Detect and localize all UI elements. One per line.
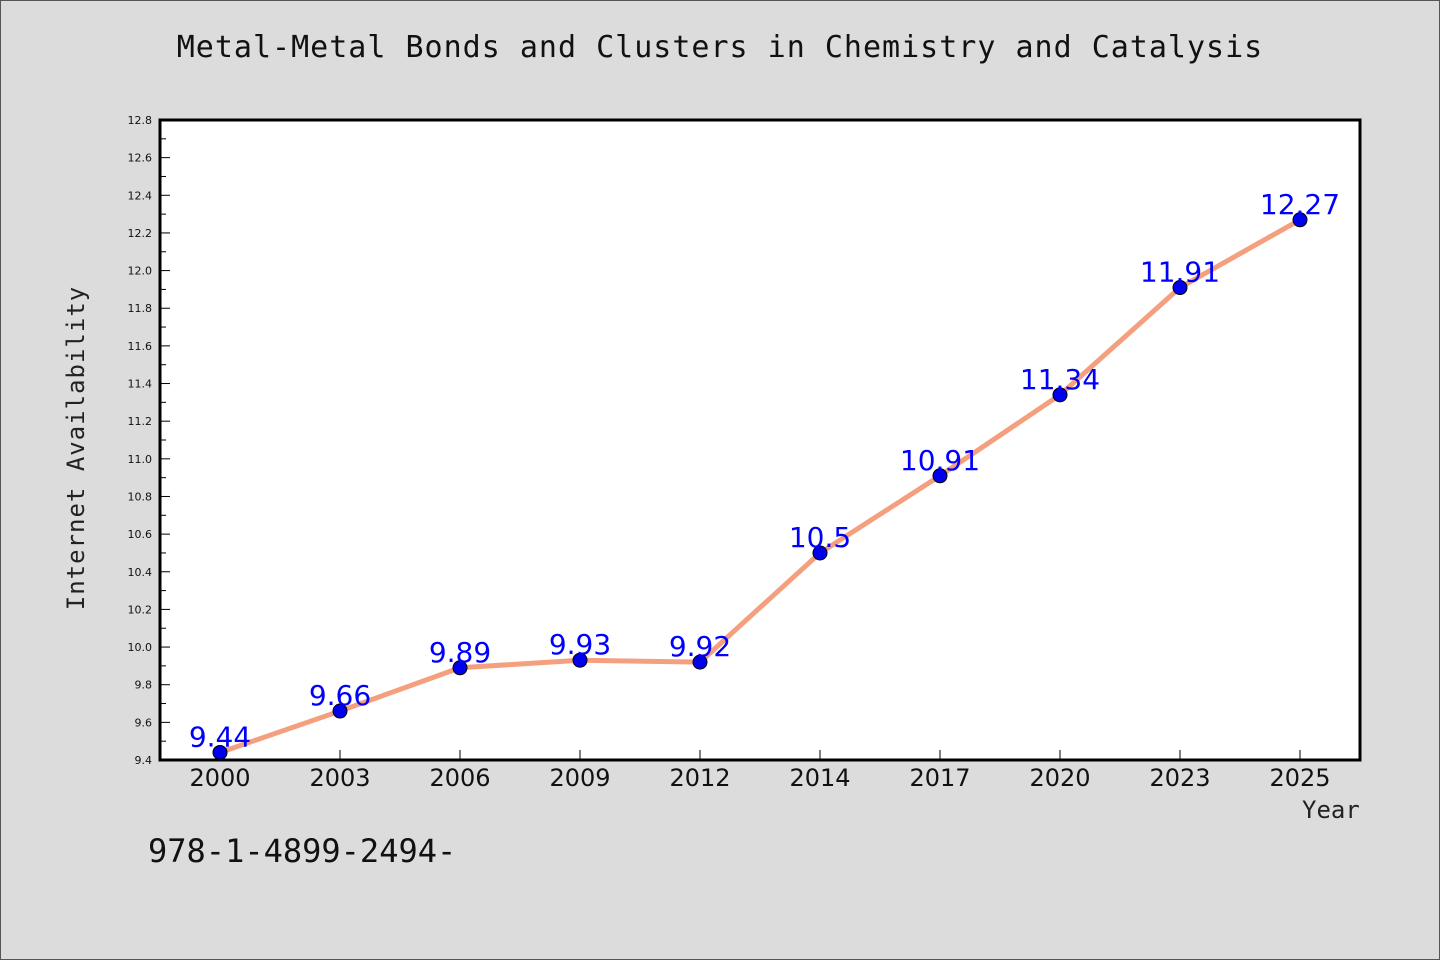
data-point bbox=[1172, 280, 1188, 296]
x-tick-label: 2025 bbox=[1269, 764, 1330, 792]
data-point bbox=[1052, 387, 1068, 403]
data-label: 11.91 bbox=[1140, 256, 1220, 289]
data-point bbox=[572, 652, 588, 668]
x-axis-label: Year bbox=[1302, 796, 1360, 824]
y-tick-label: 12.6 bbox=[128, 152, 153, 165]
y-tick-label: 11.4 bbox=[128, 378, 153, 391]
data-label: 10.5 bbox=[789, 521, 851, 554]
y-tick-label: 12.2 bbox=[128, 227, 153, 240]
chart-title: Metal-Metal Bonds and Clusters in Chemis… bbox=[176, 30, 1264, 65]
x-tick-label: 2017 bbox=[909, 764, 970, 792]
plot-area bbox=[160, 120, 1360, 760]
x-tick-label: 2003 bbox=[309, 764, 370, 792]
y-tick-label: 9.8 bbox=[135, 679, 153, 692]
data-label: 10.91 bbox=[900, 444, 980, 477]
data-point bbox=[452, 660, 468, 676]
data-label: 9.89 bbox=[429, 636, 491, 669]
data-markers bbox=[212, 212, 1308, 760]
y-tick-label: 12.0 bbox=[128, 265, 153, 278]
x-axis-ticks: 2000 2003 2006 2009 2012 2014 2017 2020 2023 2025 bbox=[189, 750, 1331, 792]
y-tick-label: 10.8 bbox=[128, 490, 153, 503]
x-tick-label: 2009 bbox=[549, 764, 610, 792]
data-label: 9.66 bbox=[309, 679, 371, 712]
data-label: 11.34 bbox=[1020, 363, 1100, 396]
y-tick-label: 10.4 bbox=[128, 566, 153, 579]
footnote-isbn: 978-1-4899-2494- bbox=[148, 832, 457, 870]
y-tick-label: 11.6 bbox=[128, 340, 153, 353]
data-label: 9.92 bbox=[669, 630, 731, 663]
series-line bbox=[217, 217, 1303, 755]
y-tick-label: 10.6 bbox=[128, 528, 153, 541]
x-tick-label: 2012 bbox=[669, 764, 730, 792]
x-tick-label: 2006 bbox=[429, 764, 490, 792]
y-tick-label: 11.8 bbox=[128, 302, 153, 315]
data-point bbox=[812, 545, 828, 561]
data-label: 9.44 bbox=[189, 720, 251, 753]
x-tick-label: 2020 bbox=[1029, 764, 1090, 792]
y-tick-label: 10.0 bbox=[128, 641, 153, 654]
data-point bbox=[692, 654, 708, 670]
data-point bbox=[1292, 212, 1308, 228]
data-label: 9.93 bbox=[549, 628, 611, 661]
y-tick-label: 9.4 bbox=[135, 754, 153, 767]
y-tick-label: 10.2 bbox=[128, 603, 153, 616]
x-tick-label: 2000 bbox=[189, 764, 250, 792]
y-axis-ticks: 9.4 9.6 9.8 10.0 10.2 10.4 10.6 10.8 11.0 11.2 11.… bbox=[128, 114, 170, 767]
x-tick-label: 2014 bbox=[789, 764, 850, 792]
y-tick-label: 9.6 bbox=[135, 716, 153, 729]
plot-border bbox=[158, 118, 1362, 762]
y-tick-label: 12.8 bbox=[128, 114, 153, 127]
data-point bbox=[332, 703, 348, 719]
data-labels: 9.44 9.66 9.89 9.93 9.92 10.5 10.91 11.34 11.91 1… bbox=[189, 188, 1340, 754]
data-point bbox=[932, 468, 948, 484]
data-label: 12.27 bbox=[1260, 188, 1340, 221]
x-tick-label: 2023 bbox=[1149, 764, 1210, 792]
y-tick-label: 11.2 bbox=[128, 415, 153, 428]
y-tick-label: 12.4 bbox=[128, 189, 153, 202]
y-tick-label: 11.0 bbox=[128, 453, 153, 466]
